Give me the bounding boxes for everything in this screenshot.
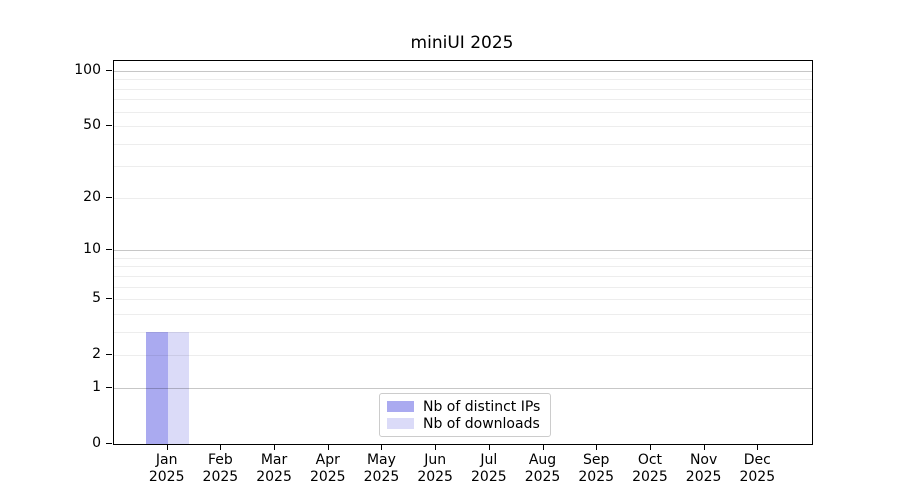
minor-gridline [114,313,812,315]
minor-gridline [114,266,812,268]
bar-nb-of-distinct-ips [146,331,168,444]
x-tick-mark [488,444,490,450]
year-label: 2025 [685,469,722,485]
x-tick-mark [542,444,544,450]
y-tick-mark [106,125,112,127]
x-tick-label-sep: Sep 2025 [564,452,628,486]
month-label: Jan [155,452,178,468]
x-tick-label-dec: Dec 2025 [725,452,789,486]
month-label: Jun [424,452,447,468]
y-tick-label: 1 [92,378,101,395]
major-gridline [114,70,812,72]
y-tick-mark [106,249,112,251]
minor-gridline [114,79,812,81]
y-tick-label: 20 [83,188,101,205]
legend-swatch [387,418,414,429]
minor-gridline [114,126,812,128]
x-tick-mark [757,444,759,450]
x-tick-mark [327,444,329,450]
y-tick-mark [106,196,112,198]
x-tick-mark [166,444,168,450]
year-label: 2025 [739,469,776,485]
x-tick-mark [274,444,276,450]
x-tick-label-jun: Jun 2025 [403,452,467,486]
x-tick-mark [220,444,222,450]
year-label: 2025 [148,469,185,485]
minor-gridline [114,99,812,101]
x-tick-label-feb: Feb 2025 [188,452,252,486]
major-gridline [114,387,812,389]
y-tick-label: 100 [74,61,101,78]
month-label: Oct [637,452,663,468]
year-label: 2025 [256,469,292,485]
month-label: Aug [528,452,557,468]
year-label: 2025 [417,469,453,485]
legend-label: Nb of downloads [423,415,540,432]
y-tick-label: 50 [83,117,101,134]
month-label: Mar [260,452,288,468]
x-tick-mark [649,444,651,450]
month-label: Feb [207,452,233,468]
x-tick-label-oct: Oct 2025 [618,452,682,486]
minor-gridline [114,355,812,357]
y-tick-label: 2 [92,346,101,363]
year-label: 2025 [632,469,668,485]
minor-gridline [114,88,812,90]
minor-gridline [114,275,812,277]
x-tick-mark [596,444,598,450]
x-tick-label-jan: Jan 2025 [135,452,199,486]
y-tick-mark [106,386,112,388]
minor-gridline [114,331,812,333]
chart-title: miniUI 2025 [410,33,514,53]
legend-label: Nb of distinct IPs [423,398,541,415]
y-tick-label: 0 [92,435,101,451]
legend: Nb of distinct IPs Nb of downloads [379,393,552,437]
minor-gridline [114,166,812,168]
month-label: Nov [689,452,718,468]
y-tick-label: 10 [83,241,101,258]
x-tick-label-mar: Mar 2025 [242,452,306,486]
year-label: 2025 [524,469,561,485]
x-tick-mark [435,444,437,450]
minor-gridline [114,257,812,259]
legend-entry: Nb of distinct IPs [387,398,540,415]
year-label: 2025 [202,469,239,485]
year-label: 2025 [309,469,346,485]
y-tick-label: 5 [92,290,101,307]
year-label: 2025 [471,469,507,485]
y-tick-mark [106,354,112,356]
x-tick-label-nov: Nov 2025 [672,452,736,486]
month-label: Apr [315,452,340,468]
y-tick-mark [106,69,112,71]
month-label: May [366,452,396,468]
minor-gridline [114,286,812,288]
legend-entry: Nb of downloads [387,415,540,432]
month-label: Sep [583,452,610,468]
plot-area: Nb of distinct IPs Nb of downloads [113,60,813,445]
month-label: Dec [743,452,771,468]
x-tick-label-jul: Jul 2025 [457,452,521,486]
year-label: 2025 [578,469,615,485]
legend-swatch [387,401,414,412]
y-tick-mark [106,298,112,300]
minor-gridline [114,143,812,145]
x-tick-mark [703,444,705,450]
major-gridline [114,250,812,252]
x-tick-label-apr: Apr 2025 [296,452,360,486]
month-label: Jul [480,452,498,468]
x-tick-mark [381,444,383,450]
year-label: 2025 [363,469,400,485]
y-tick-mark [106,443,112,444]
minor-gridline [114,299,812,301]
x-tick-label-aug: Aug 2025 [511,452,575,486]
bar-nb-of-downloads [167,331,190,444]
minor-gridline [114,111,812,113]
minor-gridline [114,197,812,199]
x-tick-label-may: May 2025 [349,452,413,486]
